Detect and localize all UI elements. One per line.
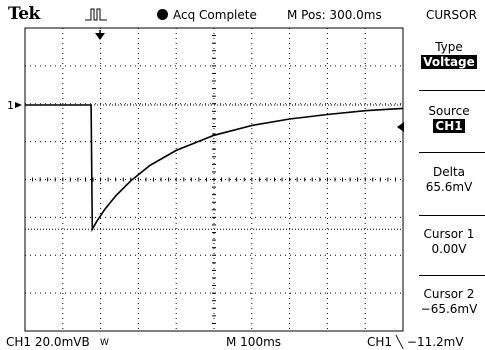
- cursor2-menu-item[interactable]: Cursor 2 −65.6mV: [413, 287, 485, 317]
- cursor1-menu-item[interactable]: Cursor 1 0.00V: [413, 227, 485, 257]
- delta-readout: Delta 65.6mV: [413, 165, 485, 195]
- side-menu-divider: [419, 90, 485, 91]
- cursor1-label: Cursor 1: [423, 227, 475, 241]
- acquisition-status-text: Acq Complete: [173, 8, 257, 22]
- delta-label: Delta: [432, 165, 465, 179]
- type-menu-item[interactable]: Type Voltage: [413, 40, 485, 70]
- bandwidth-limit-mark: W: [100, 338, 109, 348]
- acquisition-status: Acq Complete: [157, 8, 257, 22]
- timebase: M 100ms: [226, 335, 282, 349]
- horizontal-position: M Pos: 300.0ms: [287, 8, 382, 22]
- menu-title[interactable]: CURSOR: [426, 8, 477, 22]
- status-bar: CH1 20.0mVB W M 100ms CH1 ╲ −11.2mV: [0, 334, 485, 350]
- brand-logo: Tek: [8, 4, 40, 24]
- trigger-position-marker[interactable]: [95, 33, 105, 40]
- ch1-ground-marker-arrow[interactable]: [15, 102, 22, 108]
- ch1-ground-marker[interactable]: 1: [7, 99, 14, 112]
- trigger-readout: CH1 ╲ −11.2mV: [367, 335, 464, 349]
- ch1-waveform-trace: [25, 104, 404, 233]
- side-menu-divider: [419, 215, 485, 216]
- type-label: Type: [435, 40, 463, 54]
- run-status-icon: [157, 9, 168, 20]
- trigger-status-icon: [85, 8, 107, 21]
- source-value: CH1: [433, 119, 465, 133]
- cursor1-value: 0.00V: [431, 242, 467, 256]
- cursor2-label: Cursor 2: [423, 287, 475, 301]
- side-menu-divider: [419, 275, 485, 276]
- side-menu-divider: [419, 152, 485, 153]
- source-label: Source: [428, 104, 470, 118]
- type-value: Voltage: [421, 55, 477, 69]
- cursor2-value: −65.6mV: [420, 302, 478, 316]
- side-menu: Type Voltage Source CH1 Delta 65.6mV Cur…: [413, 28, 485, 334]
- top-bar: Tek Acq Complete M Pos: 300.0ms CURSOR: [0, 0, 485, 30]
- graticule-grid: [24, 27, 403, 332]
- delta-value: 65.6mV: [425, 180, 473, 194]
- trigger-level-marker[interactable]: [397, 122, 404, 132]
- source-menu-item[interactable]: Source CH1: [413, 104, 485, 134]
- ch1-scale: CH1 20.0mVB: [6, 335, 90, 349]
